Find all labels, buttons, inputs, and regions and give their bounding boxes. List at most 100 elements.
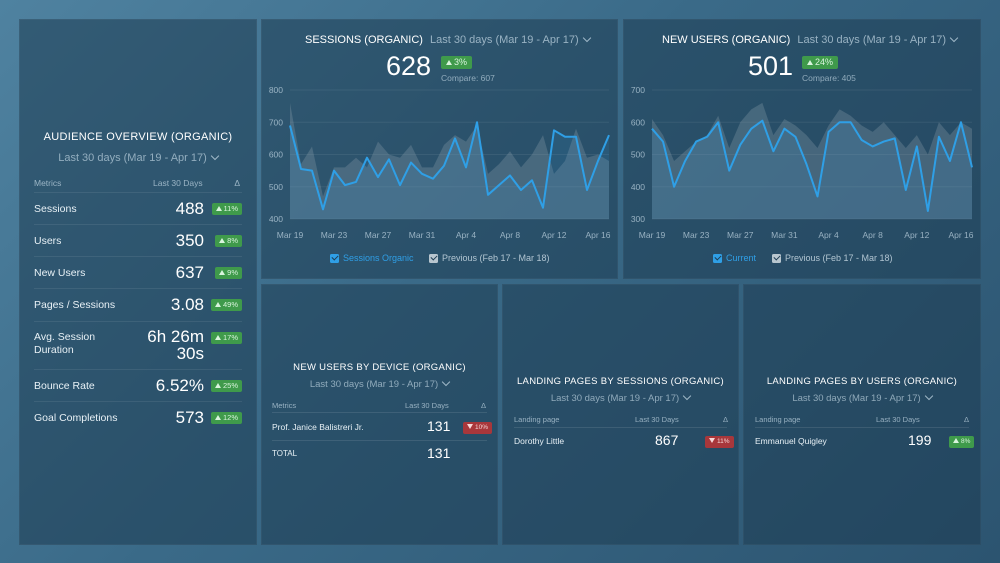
sessions-panel: SESSIONS (ORGANIC) Last 30 days (Mar 19 … bbox=[261, 19, 618, 279]
legend-label: Previous (Feb 17 - Mar 18) bbox=[442, 253, 550, 263]
x-tick-label: Mar 31 bbox=[409, 230, 436, 240]
arrow-up-icon bbox=[214, 334, 221, 340]
arrow-up-icon bbox=[807, 59, 813, 65]
table-row: Users 350 8% bbox=[34, 224, 242, 256]
checkbox-icon bbox=[330, 253, 339, 263]
delta-badge: 11% bbox=[211, 203, 242, 215]
legend-label: Current bbox=[726, 253, 757, 263]
chevron-down-icon bbox=[924, 391, 933, 401]
table-row: Pages / Sessions 3.08 49% bbox=[34, 288, 242, 321]
device-title: NEW USERS BY DEVICE (ORGANIC) bbox=[293, 362, 466, 373]
sessions-header: SESSIONS (ORGANIC) Last 30 days (Mar 19 … bbox=[305, 33, 591, 46]
audience-date-range-label: Last 30 days (Mar 19 - Apr 17) bbox=[58, 152, 207, 164]
arrow-up-icon bbox=[219, 269, 226, 275]
delta-value: 10% bbox=[475, 424, 489, 431]
delta-value: 3% bbox=[454, 57, 468, 67]
metric-value: 6h 26m 30s bbox=[147, 327, 204, 363]
current-area bbox=[290, 122, 609, 219]
landing-sessions-row-label: Dorothy Little bbox=[514, 436, 565, 446]
delta-value: 12% bbox=[222, 413, 238, 422]
delta-value: 8% bbox=[227, 236, 238, 245]
landing-sessions-date-range-label: Last 30 days (Mar 19 - Apr 17) bbox=[550, 393, 680, 404]
previous-area bbox=[290, 102, 609, 219]
current-line bbox=[651, 119, 973, 212]
audience-table-header: Metrics Last 30 Days Δ bbox=[34, 178, 242, 192]
arrow-up-icon bbox=[214, 414, 221, 420]
previous-area bbox=[652, 102, 972, 219]
x-tick-label: Apr 12 bbox=[541, 230, 566, 240]
sessions-compare: Compare: 607 bbox=[441, 73, 495, 83]
new-users-date-range[interactable]: Last 30 days (Mar 19 - Apr 17) bbox=[797, 33, 959, 46]
checkbox-icon bbox=[429, 253, 438, 263]
x-tick-label: Mar 23 bbox=[683, 230, 710, 240]
chevron-down-icon bbox=[210, 151, 220, 161]
y-tick-label: 400 bbox=[631, 182, 645, 192]
sessions-value: 628 bbox=[386, 51, 432, 81]
y-tick-label: 500 bbox=[269, 182, 283, 192]
new-users-legend-current[interactable]: Current bbox=[713, 253, 756, 263]
landing-sessions-delta-badge: 11% bbox=[705, 436, 734, 448]
metric-label: Bounce Rate bbox=[34, 380, 95, 392]
new-users-line-chart: 300 400 500 600 700 Mar 19 Mar 23 Mar 27 Mar 31 A… bbox=[631, 85, 974, 240]
legend-label: Sessions Organic bbox=[343, 253, 414, 263]
new-users-title: NEW USERS (ORGANIC) bbox=[662, 34, 791, 46]
x-tick-label: Apr 16 bbox=[948, 230, 973, 240]
delta-value: 11% bbox=[223, 204, 238, 213]
chevron-down-icon bbox=[682, 391, 692, 401]
landing-users-date-range-label: Last 30 days (Mar 19 - Apr 17) bbox=[792, 393, 921, 404]
y-tick-label: 700 bbox=[631, 85, 645, 95]
metric-label: Sessions bbox=[34, 203, 77, 215]
sessions-legend-previous[interactable]: Previous (Feb 17 - Mar 18) bbox=[429, 253, 550, 263]
metric-value: 3.08 bbox=[170, 295, 204, 314]
y-tick-label: 600 bbox=[631, 117, 645, 127]
x-tick-label: Apr 8 bbox=[863, 230, 884, 240]
sessions-date-range[interactable]: Last 30 days (Mar 19 - Apr 17) bbox=[430, 33, 591, 46]
col-last-30-days: Last 30 Days bbox=[405, 401, 449, 410]
device-date-range[interactable]: Last 30 days (Mar 19 - Apr 17) bbox=[262, 377, 497, 390]
landing-users-panel: LANDING PAGES BY USERS (ORGANIC) Last 30… bbox=[743, 284, 981, 545]
delta-badge: 25% bbox=[210, 380, 242, 392]
delta-badge: 9% bbox=[215, 267, 242, 279]
metric-value: 573 bbox=[175, 408, 204, 427]
col-last-30-days: Last 30 Days bbox=[153, 178, 203, 188]
col-last-30-days: Last 30 Days bbox=[635, 415, 679, 424]
landing-sessions-title: LANDING PAGES BY SESSIONS (ORGANIC) bbox=[516, 376, 725, 387]
delta-value: 11% bbox=[717, 438, 730, 445]
new-users-delta-badge: 24% bbox=[802, 56, 839, 69]
arrow-up-icon bbox=[446, 59, 452, 65]
col-delta: Δ bbox=[964, 415, 970, 424]
table-row: Goal Completions 573 12% bbox=[34, 401, 242, 433]
audience-date-range[interactable]: Last 30 days (Mar 19 - Apr 17) bbox=[20, 151, 256, 164]
arrow-up-icon bbox=[214, 301, 221, 307]
metric-value: 6.52% bbox=[155, 376, 204, 395]
table-row: Sessions 488 11% bbox=[34, 192, 242, 224]
metric-label: Goal Completions bbox=[34, 412, 118, 424]
new-users-date-range-label: Last 30 days (Mar 19 - Apr 17) bbox=[797, 34, 946, 46]
metric-value: 350 bbox=[175, 231, 204, 250]
x-tick-label: Mar 23 bbox=[321, 230, 348, 240]
current-area bbox=[652, 120, 972, 219]
device-total-label: TOTAL bbox=[272, 449, 298, 458]
landing-sessions-row-value: 867 bbox=[655, 432, 679, 448]
arrow-up-icon bbox=[214, 382, 221, 388]
divider bbox=[272, 440, 487, 441]
delta-value: 9% bbox=[227, 268, 238, 277]
divider bbox=[514, 427, 727, 428]
new-users-legend-previous[interactable]: Previous (Feb 17 - Mar 18) bbox=[772, 253, 893, 263]
delta-value: 24% bbox=[815, 57, 834, 67]
landing-users-date-range[interactable]: Last 30 days (Mar 19 - Apr 17) bbox=[744, 391, 980, 404]
arrow-up-icon bbox=[219, 237, 226, 243]
arrow-down-icon bbox=[709, 437, 715, 443]
delta-badge: 8% bbox=[215, 235, 242, 247]
device-total-value: 131 bbox=[427, 445, 451, 461]
landing-sessions-date-range[interactable]: Last 30 days (Mar 19 - Apr 17) bbox=[503, 391, 738, 404]
col-delta: Δ bbox=[481, 401, 487, 410]
delta-value: 25% bbox=[222, 381, 238, 390]
delta-value: 8% bbox=[961, 438, 971, 445]
arrow-up-icon bbox=[953, 437, 959, 443]
x-tick-label: Apr 12 bbox=[904, 230, 929, 240]
sessions-legend-current[interactable]: Sessions Organic bbox=[330, 253, 414, 263]
current-line bbox=[289, 121, 610, 211]
table-row: New Users 637 9% bbox=[34, 256, 242, 288]
x-tick-label: Mar 27 bbox=[727, 230, 754, 240]
